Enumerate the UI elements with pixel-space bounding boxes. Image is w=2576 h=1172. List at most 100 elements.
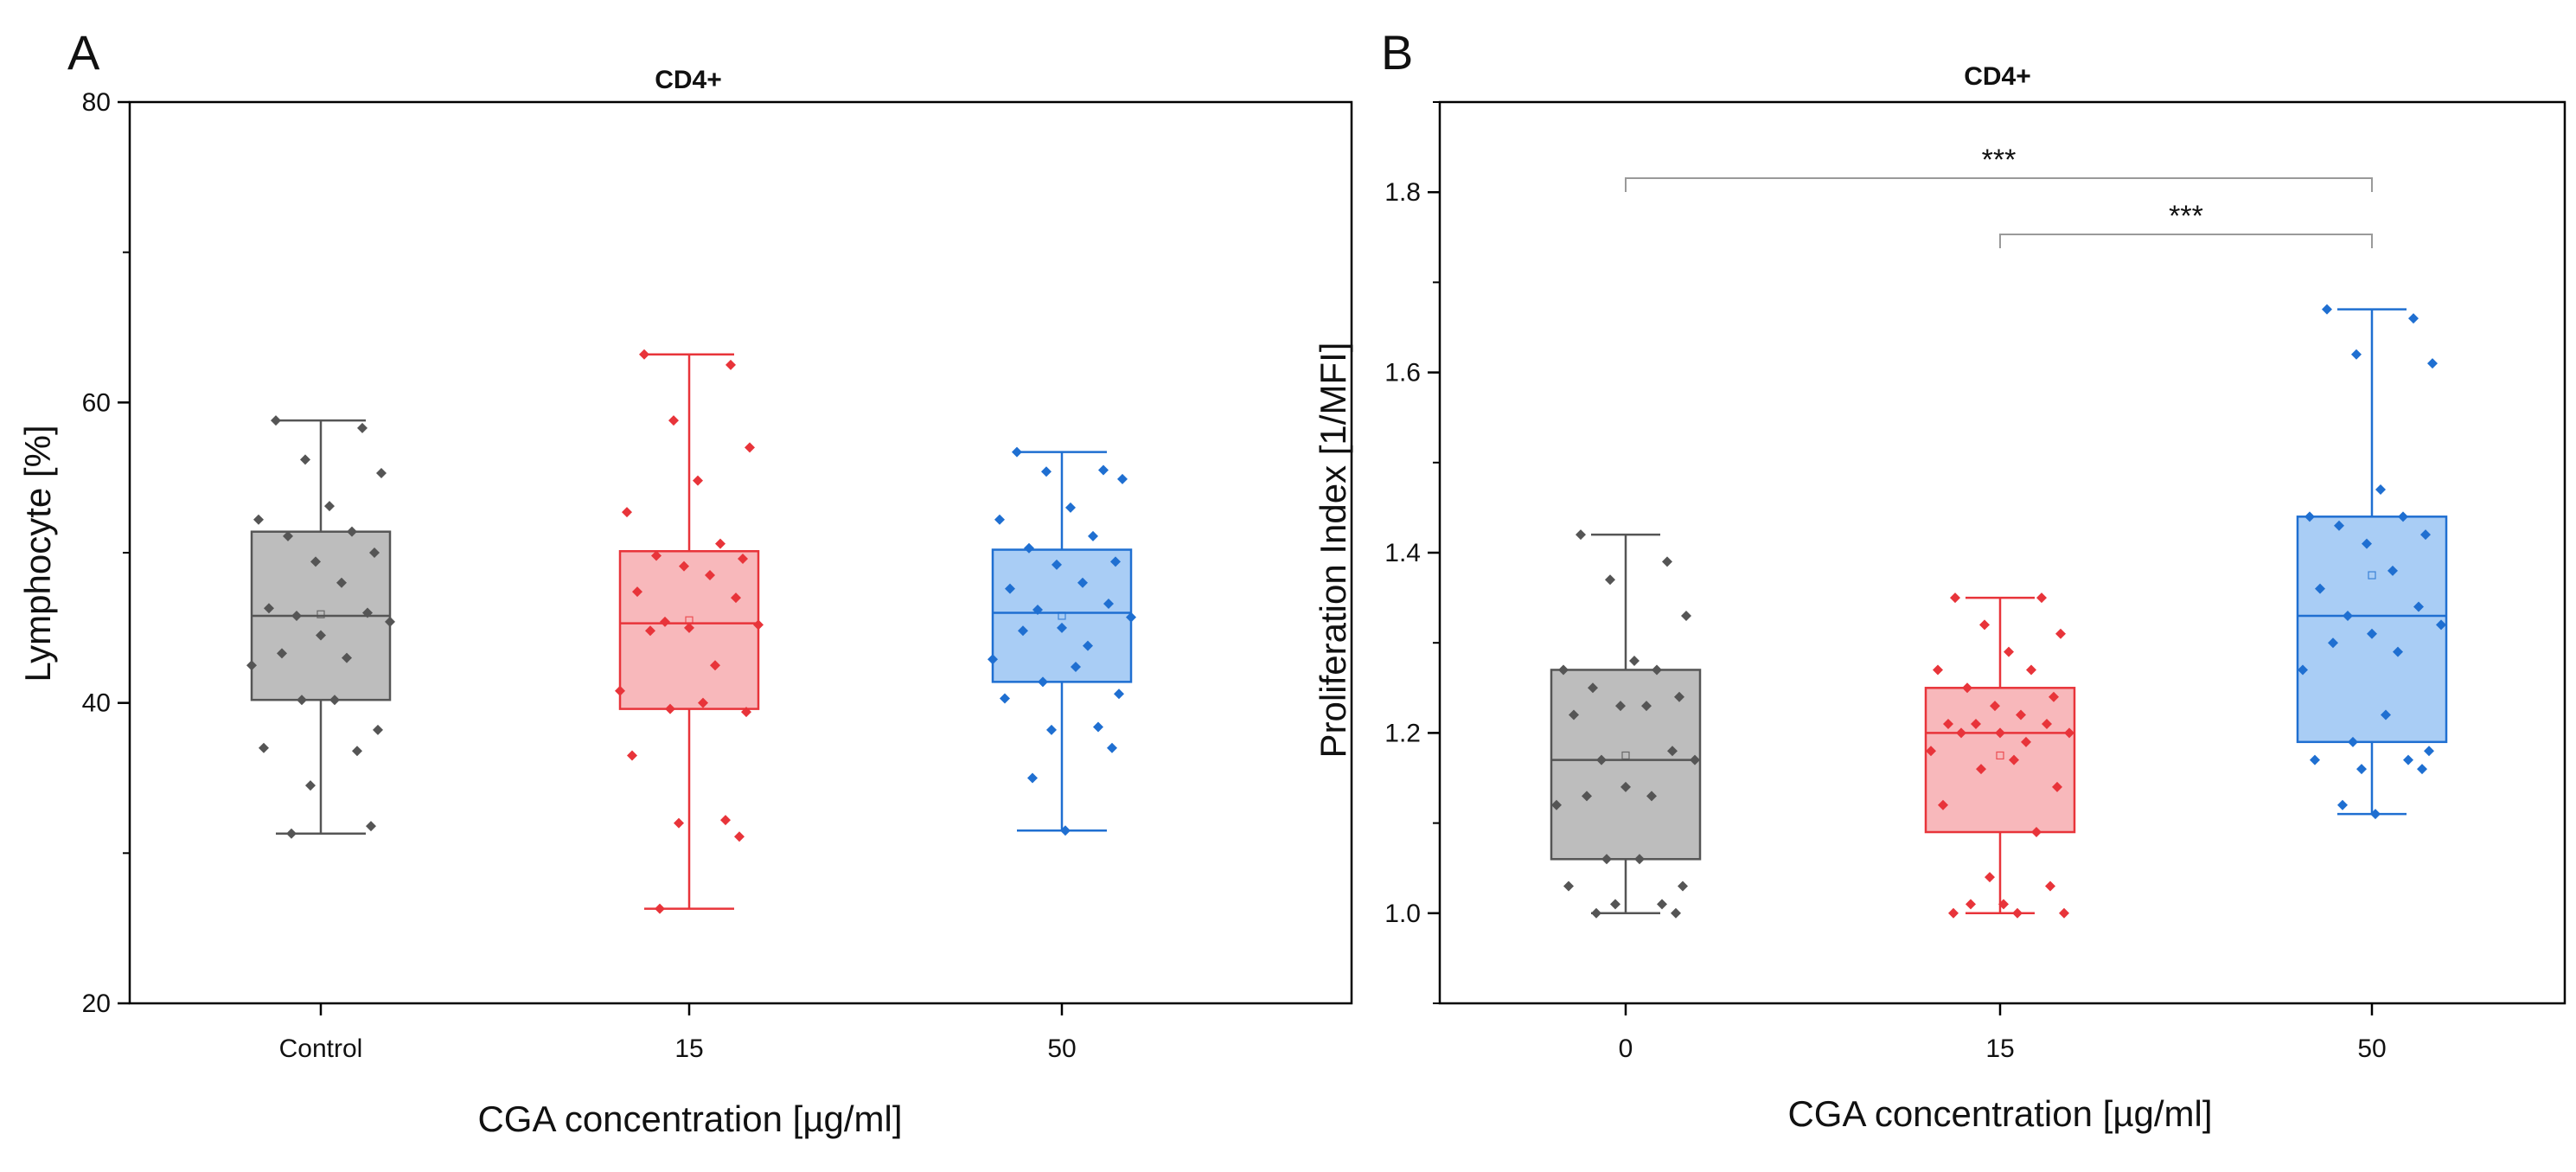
significance-label: *** bbox=[1982, 144, 2017, 176]
data-point bbox=[1083, 640, 1093, 651]
data-point bbox=[2049, 691, 2059, 702]
data-point bbox=[1012, 446, 1022, 458]
data-point bbox=[2298, 664, 2308, 676]
data-point bbox=[1610, 899, 1620, 910]
data-point bbox=[1615, 701, 1626, 712]
data-point bbox=[1601, 854, 1612, 865]
data-point bbox=[2310, 754, 2320, 765]
data-point bbox=[698, 697, 708, 708]
data-point bbox=[1000, 693, 1010, 704]
panel-a-title: CD4+ bbox=[655, 66, 722, 94]
data-point bbox=[741, 707, 751, 718]
data-point bbox=[310, 556, 321, 567]
data-point bbox=[668, 415, 679, 426]
data-point bbox=[988, 654, 998, 665]
data-point bbox=[1948, 907, 1959, 919]
data-point bbox=[1114, 688, 1124, 700]
y-tick-label: 1.6 bbox=[1384, 359, 1421, 387]
data-point bbox=[246, 660, 257, 671]
data-point bbox=[259, 742, 269, 753]
data-point bbox=[297, 695, 307, 706]
data-point bbox=[2367, 628, 2377, 639]
data-point bbox=[2343, 610, 2353, 621]
data-point bbox=[352, 746, 362, 757]
data-point bbox=[1956, 727, 1966, 739]
data-point bbox=[2370, 809, 2381, 820]
x-tick-label: 50 bbox=[1047, 1034, 1076, 1063]
data-point bbox=[2026, 664, 2036, 676]
data-point bbox=[994, 514, 1005, 525]
data-point bbox=[1979, 619, 1990, 631]
data-point bbox=[1933, 664, 1943, 676]
data-point bbox=[2031, 827, 2042, 838]
data-point bbox=[693, 475, 703, 486]
data-point bbox=[1605, 574, 1615, 586]
y-tick-label: 80 bbox=[82, 88, 111, 117]
data-point bbox=[2424, 746, 2434, 757]
data-point bbox=[1671, 907, 1681, 919]
data-point bbox=[1681, 610, 1691, 621]
data-point bbox=[2036, 592, 2047, 604]
panel-a-plot-area: 20 40 60 80 Control 15 50 bbox=[82, 88, 1136, 1063]
data-point bbox=[725, 359, 736, 370]
data-point bbox=[2016, 709, 2026, 720]
data-point bbox=[2393, 646, 2403, 657]
data-point bbox=[271, 415, 281, 426]
data-point bbox=[1110, 556, 1121, 567]
data-point bbox=[1005, 583, 1015, 594]
data-point bbox=[1046, 724, 1057, 735]
data-point bbox=[2420, 529, 2431, 541]
data-point bbox=[651, 550, 662, 561]
data-point bbox=[1657, 899, 1667, 910]
data-point bbox=[679, 560, 689, 572]
data-point bbox=[2351, 349, 2362, 360]
data-point bbox=[316, 630, 326, 641]
data-point bbox=[2375, 484, 2386, 496]
mean-marker bbox=[1621, 751, 1630, 760]
data-point bbox=[2348, 736, 2358, 747]
y-tick-label: 1.8 bbox=[1384, 178, 1421, 207]
data-point bbox=[674, 817, 684, 829]
data-point bbox=[715, 538, 725, 549]
data-point bbox=[1107, 742, 1117, 753]
data-point bbox=[369, 548, 380, 558]
data-point bbox=[1678, 881, 1688, 892]
panel-b-letter: B bbox=[1381, 25, 1413, 80]
data-point bbox=[1077, 577, 1088, 588]
data-point bbox=[655, 903, 665, 914]
data-point bbox=[731, 592, 741, 604]
data-point bbox=[1032, 604, 1043, 615]
data-point bbox=[1962, 682, 1972, 694]
data-point bbox=[1646, 791, 1657, 802]
data-point bbox=[1674, 691, 1684, 702]
data-point bbox=[615, 685, 625, 696]
y-tick-label: 40 bbox=[82, 689, 111, 718]
y-tick-label: 1.4 bbox=[1384, 539, 1421, 567]
data-point bbox=[283, 530, 293, 541]
data-point bbox=[291, 610, 302, 621]
data-point bbox=[1950, 592, 1960, 604]
data-point bbox=[1038, 676, 1048, 688]
data-point bbox=[1060, 825, 1071, 836]
data-point bbox=[1629, 656, 1640, 667]
y-tick-label: 20 bbox=[82, 989, 111, 1018]
y-tick-label: 1.2 bbox=[1384, 719, 1421, 747]
data-point bbox=[1662, 556, 1672, 567]
panel-a: A CD4+ 20 40 60 80 Control 15 50 CGA concentra… bbox=[17, 25, 1353, 1139]
significance-label: *** bbox=[2169, 200, 2203, 233]
data-point bbox=[1551, 799, 1562, 810]
panel-b-title: CD4+ bbox=[1964, 62, 2031, 91]
data-point bbox=[1652, 664, 1662, 676]
data-point bbox=[1926, 746, 1936, 757]
data-point bbox=[2413, 601, 2424, 612]
data-point bbox=[373, 724, 383, 735]
data-point bbox=[1041, 466, 1051, 477]
data-point bbox=[1563, 881, 1574, 892]
data-point bbox=[1985, 872, 1995, 883]
data-point bbox=[1071, 661, 1081, 672]
data-point bbox=[329, 695, 340, 706]
data-point bbox=[1620, 781, 1631, 792]
data-point bbox=[2427, 358, 2438, 369]
data-point bbox=[376, 467, 387, 478]
box-50 bbox=[991, 548, 1133, 683]
